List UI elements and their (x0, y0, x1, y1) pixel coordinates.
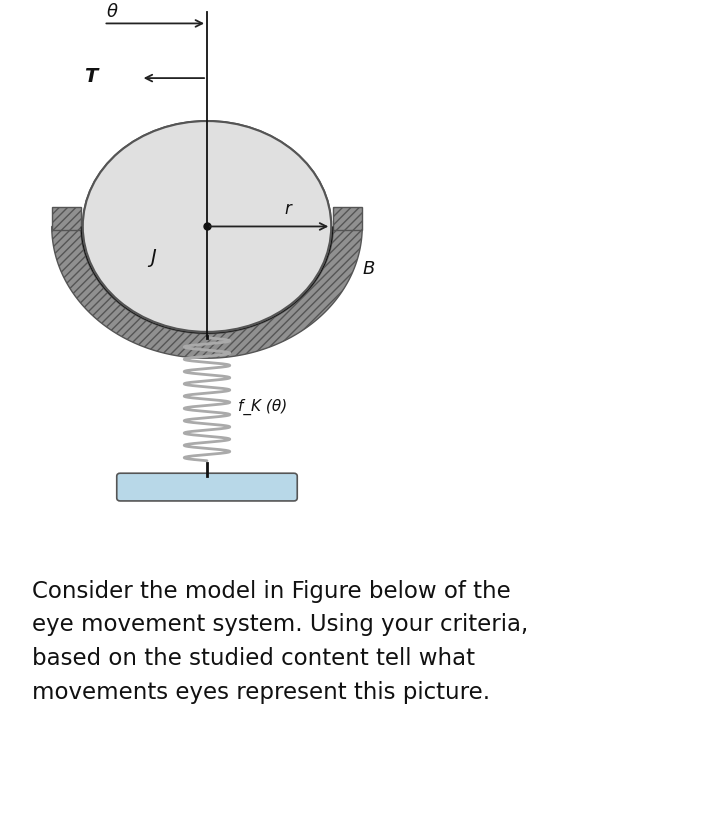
Text: T: T (84, 67, 98, 85)
Polygon shape (52, 226, 362, 358)
Text: B: B (362, 261, 374, 279)
Text: J: J (150, 248, 156, 267)
Text: r: r (284, 200, 291, 218)
Text: θ: θ (107, 3, 117, 21)
Text: f_K (θ): f_K (θ) (238, 399, 287, 415)
Polygon shape (52, 207, 81, 229)
Polygon shape (333, 207, 362, 229)
Ellipse shape (83, 121, 331, 332)
FancyBboxPatch shape (117, 473, 297, 501)
Text: Consider the model in Figure below of the
eye movement system. Using your criter: Consider the model in Figure below of th… (32, 580, 528, 704)
Ellipse shape (83, 121, 331, 332)
Polygon shape (81, 226, 333, 334)
